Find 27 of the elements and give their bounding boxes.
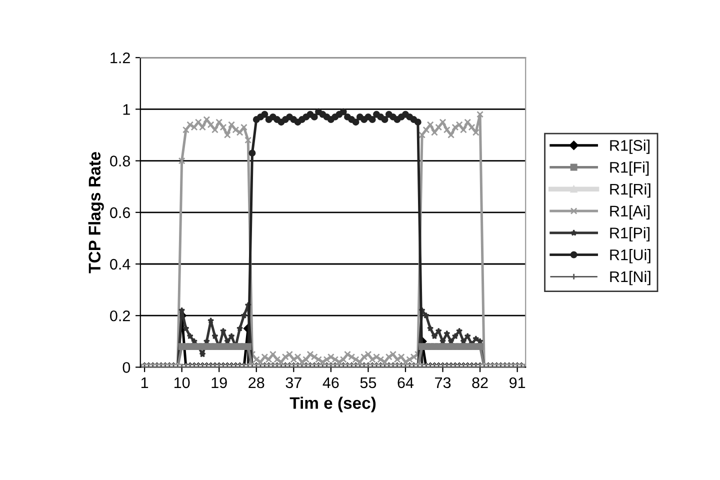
x-tick-label: 46 [322,377,339,388]
legend-label: R1[Ri] [610,183,650,198]
x-tick-label: 37 [286,377,302,388]
x-tick-label: 19 [212,377,227,388]
legend-label: R1[Si] [610,140,650,154]
y-tick-label: 0.6 [110,207,130,218]
y-tick-label: 0.2 [110,310,130,322]
x-tick-label: 73 [435,377,451,388]
y-tick-label: 0 [122,362,130,373]
y-tick-label: 1 [123,104,130,115]
y-tick-label: 0.8 [110,156,130,166]
legend-label: R1[Ai] [610,205,650,220]
y-tick-label: 1.2 [110,52,130,64]
legend-label: R1[Fi] [610,162,649,176]
x-tick-label: 64 [398,377,414,388]
legend-label: R1[Ui] [610,249,650,264]
y-axis-title: TCP Flags Rate [88,152,104,274]
x-tick-label: 55 [360,377,376,388]
x-tick-label: 10 [174,377,190,388]
x-axis-title: Tim e (sec) [290,396,376,412]
y-tick-label: 0.4 [110,258,130,270]
x-tick-label: 28 [248,377,264,388]
x-tick-label: 82 [472,377,488,388]
x-tick-label: 1 [141,377,148,388]
x-tick-label: 91 [510,377,526,388]
legend-label: R1[Pi] [610,227,650,242]
legend-label: R1[Ni] [610,270,650,286]
